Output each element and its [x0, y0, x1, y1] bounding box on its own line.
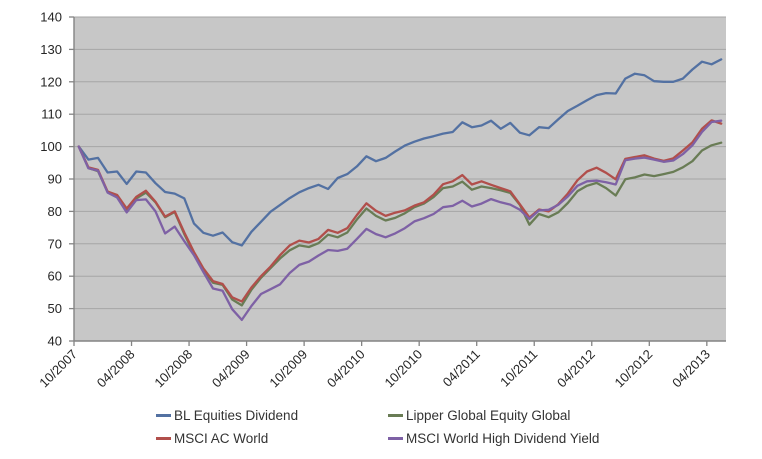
legend-item-bl-equities-dividend: BL Equities Dividend: [156, 404, 388, 427]
x-tick-label: 10/2012: [612, 347, 656, 391]
x-tick-label: 10/2010: [381, 347, 425, 391]
x-tick-label: 10/2007: [36, 347, 80, 391]
y-tick-label: 50: [48, 301, 62, 316]
x-tick-label: 10/2008: [151, 347, 195, 391]
y-tick-label: 120: [40, 74, 62, 89]
legend-item-msci-ac-world: MSCI AC World: [156, 427, 388, 450]
x-tick-label: 04/2012: [554, 347, 598, 391]
x-tick-label: 04/2008: [94, 347, 138, 391]
series-line-bl-equities-dividend: [77, 58, 723, 247]
legend-label: MSCI World High Dividend Yield: [406, 430, 600, 446]
legend-item-lipper-global-equity-global: Lipper Global Equity Global: [388, 404, 616, 427]
legend-label: Lipper Global Equity Global: [406, 407, 571, 423]
line-swatch-icon: [388, 414, 403, 417]
x-tick-label: 04/2013: [669, 347, 713, 391]
series-line-msci-ac-world: [77, 119, 723, 303]
legend-label: MSCI AC World: [174, 430, 269, 446]
y-tick-label: 60: [48, 269, 62, 284]
x-tick-label: 04/2011: [440, 347, 483, 390]
y-tick-label: 110: [41, 107, 62, 122]
line-swatch-icon: [156, 414, 171, 417]
x-tick-label: 10/2011: [497, 347, 540, 390]
legend-item-msci-world-high-dividend-yield: MSCI World High Dividend Yield: [388, 427, 616, 450]
x-tick-label: 10/2009: [266, 347, 310, 391]
chart-legend: BL Equities Dividend Lipper Global Equit…: [156, 404, 616, 450]
y-tick-label: 80: [48, 204, 62, 219]
line-swatch-icon: [156, 437, 171, 440]
x-tick-label: 04/2009: [209, 347, 253, 391]
x-tick-label: 04/2010: [324, 347, 368, 391]
y-tick-label: 130: [40, 42, 62, 57]
series-line-msci-world-high-dividend-yield: [77, 119, 723, 322]
y-tick-label: 90: [48, 172, 62, 187]
legend-label: BL Equities Dividend: [174, 407, 299, 423]
y-tick-label: 100: [40, 139, 62, 154]
y-tick-label: 70: [48, 236, 62, 251]
y-tick-label: 140: [40, 10, 62, 25]
y-tick-label: 40: [48, 334, 62, 349]
line-swatch-icon: [388, 437, 403, 440]
